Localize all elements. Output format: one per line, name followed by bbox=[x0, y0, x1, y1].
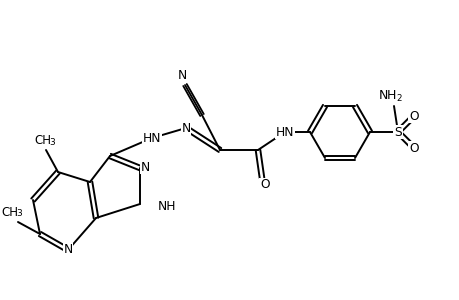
Text: S: S bbox=[393, 125, 401, 139]
Text: CH: CH bbox=[1, 206, 18, 218]
Text: HN: HN bbox=[142, 131, 161, 145]
Text: O: O bbox=[260, 178, 269, 191]
Text: O: O bbox=[409, 110, 418, 122]
Text: N: N bbox=[177, 68, 186, 82]
Text: O: O bbox=[409, 142, 418, 154]
Text: N: N bbox=[140, 160, 149, 173]
Text: CH: CH bbox=[35, 134, 53, 146]
Text: N: N bbox=[181, 122, 190, 134]
Text: CH: CH bbox=[34, 134, 51, 146]
Text: 3: 3 bbox=[49, 137, 55, 146]
Text: NH$_2$: NH$_2$ bbox=[377, 88, 402, 104]
Text: N: N bbox=[63, 244, 73, 256]
Text: NH: NH bbox=[157, 200, 176, 212]
Text: HN: HN bbox=[275, 125, 294, 139]
Text: 3: 3 bbox=[16, 209, 22, 218]
